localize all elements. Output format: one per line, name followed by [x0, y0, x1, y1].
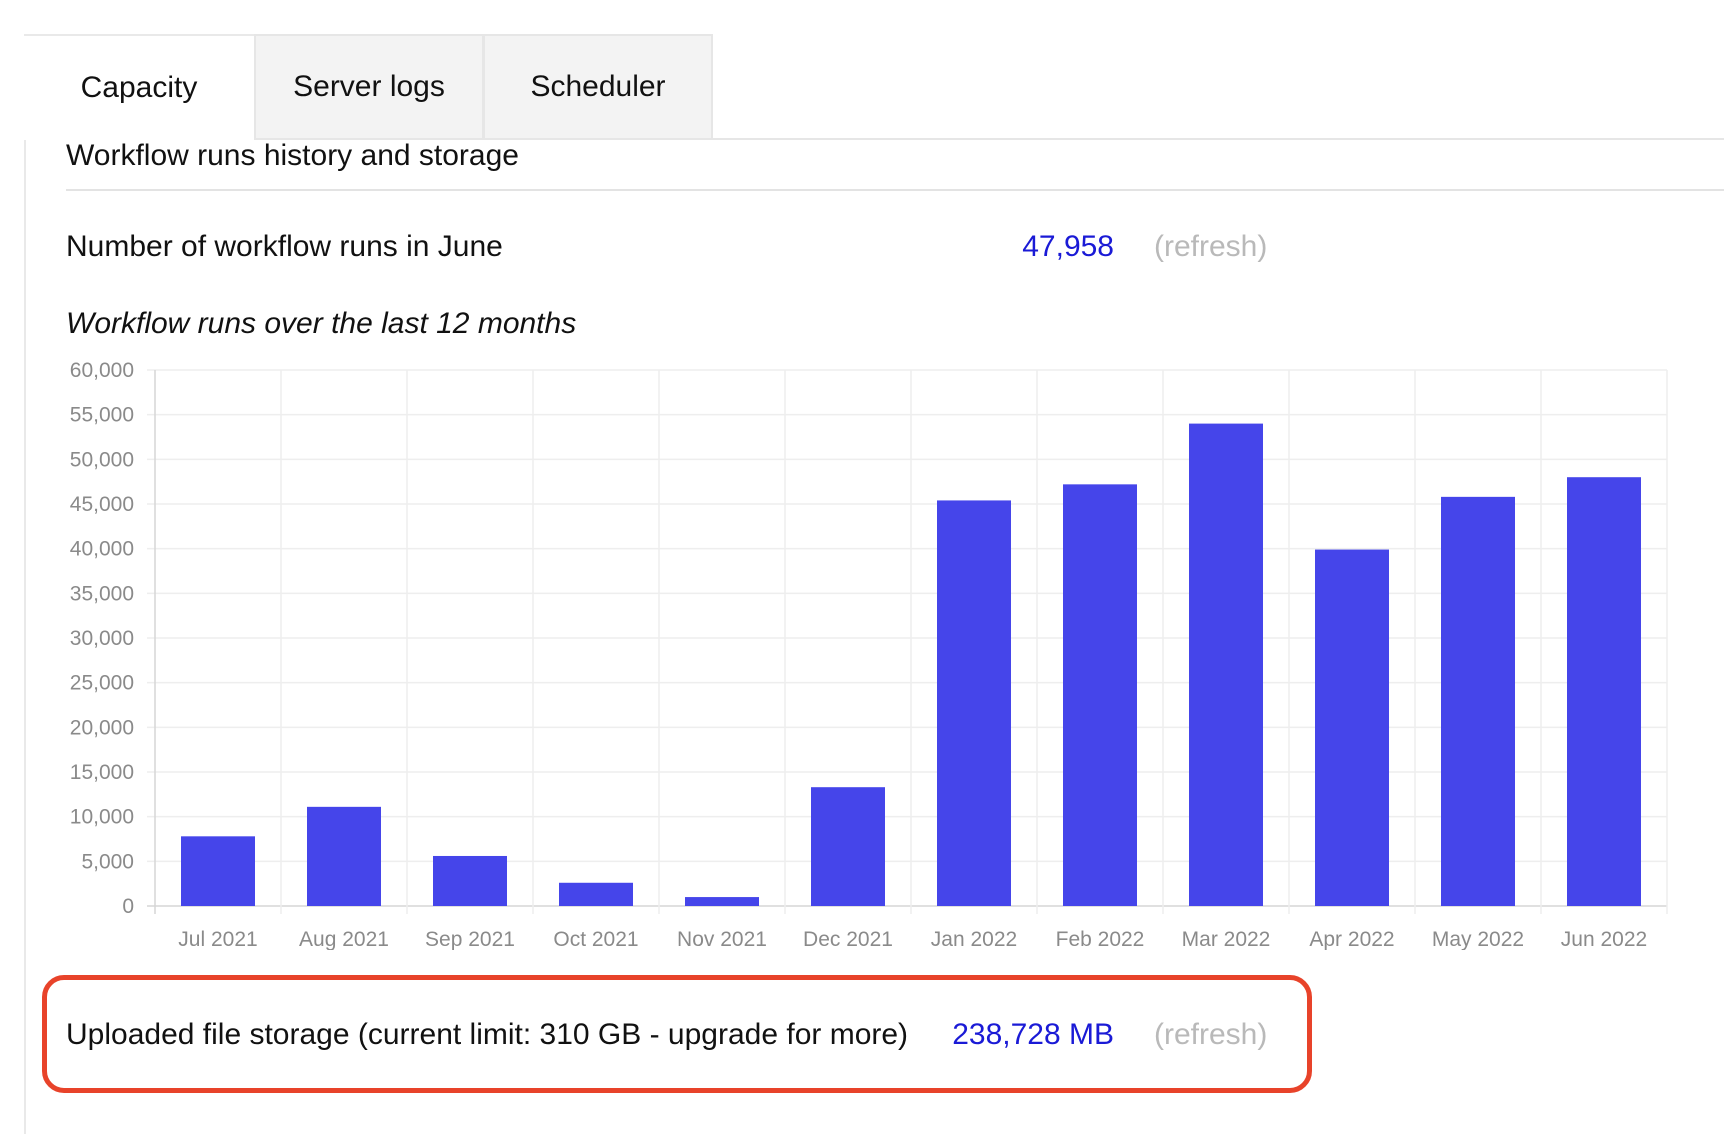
y-tick-label: 60,000 — [70, 359, 134, 382]
bar-may-2022 — [1441, 496, 1515, 906]
bar-aug-2021 — [307, 806, 381, 906]
y-tick-label: 45,000 — [70, 493, 134, 516]
section-title: Workflow runs history and storage — [66, 139, 519, 172]
storage-refresh-link[interactable]: (refresh) — [1154, 1018, 1268, 1051]
x-tick-label: Aug 2021 — [299, 928, 389, 950]
chart-title: Workflow runs over the last 12 months — [66, 307, 577, 340]
y-tick-label: 55,000 — [70, 404, 134, 427]
workflow-runs-label: Number of workflow runs in June — [66, 230, 503, 263]
section-divider — [66, 189, 1724, 191]
x-tick-label: Dec 2021 — [803, 928, 893, 950]
y-tick-label: 10,000 — [70, 806, 134, 829]
tab-bar: Capacity Server logs Scheduler — [24, 34, 1724, 140]
bar-oct-2021 — [559, 882, 633, 906]
bar-feb-2022 — [1063, 484, 1137, 906]
x-tick-label: Jun 2022 — [1561, 928, 1647, 950]
bar-dec-2021 — [811, 787, 885, 906]
tab-server-logs[interactable]: Server logs — [254, 34, 484, 138]
tab-capacity-label: Capacity — [80, 71, 198, 104]
y-tick-label: 5,000 — [81, 850, 134, 873]
y-tick-label: 25,000 — [70, 672, 134, 695]
bar-jan-2022 — [937, 500, 1011, 906]
workflow-runs-refresh-link[interactable]: (refresh) — [1154, 230, 1268, 263]
x-tick-label: Apr 2022 — [1309, 928, 1394, 950]
workflow-runs-value: 47,958 — [1022, 230, 1114, 263]
storage-label: Uploaded file storage (current limit: 31… — [66, 1018, 909, 1051]
x-tick-label: Jan 2022 — [931, 928, 1017, 950]
bar-jun-2022 — [1567, 477, 1641, 906]
x-tick-label: May 2022 — [1432, 928, 1524, 950]
x-tick-label: Nov 2021 — [677, 928, 767, 950]
tab-scheduler[interactable]: Scheduler — [483, 34, 713, 138]
tab-capacity[interactable]: Capacity — [24, 34, 254, 140]
x-tick-label: Oct 2021 — [553, 928, 638, 950]
tab-server-logs-label: Server logs — [293, 70, 445, 103]
bar-apr-2022 — [1315, 549, 1389, 906]
x-tick-label: Jul 2021 — [178, 928, 257, 950]
bar-nov-2021 — [685, 897, 759, 906]
y-tick-label: 20,000 — [70, 716, 134, 739]
workflow-runs-bar-chart: 0 5,000 10,000 15,000 20,000 25,000 30,000 35,0… — [70, 359, 1668, 950]
storage-value: 238,728 MB — [952, 1018, 1114, 1051]
y-tick-label: 0 — [122, 895, 134, 918]
x-tick-label: Sep 2021 — [425, 928, 515, 950]
storage-highlight-box — [42, 975, 1312, 1093]
y-tick-label: 35,000 — [70, 582, 134, 605]
y-tick-label: 15,000 — [70, 761, 134, 784]
tab-scheduler-label: Scheduler — [530, 70, 666, 103]
x-tick-label: Mar 2022 — [1182, 928, 1271, 950]
x-tick-label: Feb 2022 — [1056, 928, 1145, 950]
bar-mar-2022 — [1189, 423, 1263, 906]
bar-sep-2021 — [433, 855, 507, 906]
capacity-panel — [24, 34, 1724, 1134]
bar-jul-2021 — [181, 836, 255, 906]
y-tick-label: 40,000 — [70, 538, 134, 561]
y-tick-label: 30,000 — [70, 627, 134, 650]
y-tick-label: 50,000 — [70, 448, 134, 471]
